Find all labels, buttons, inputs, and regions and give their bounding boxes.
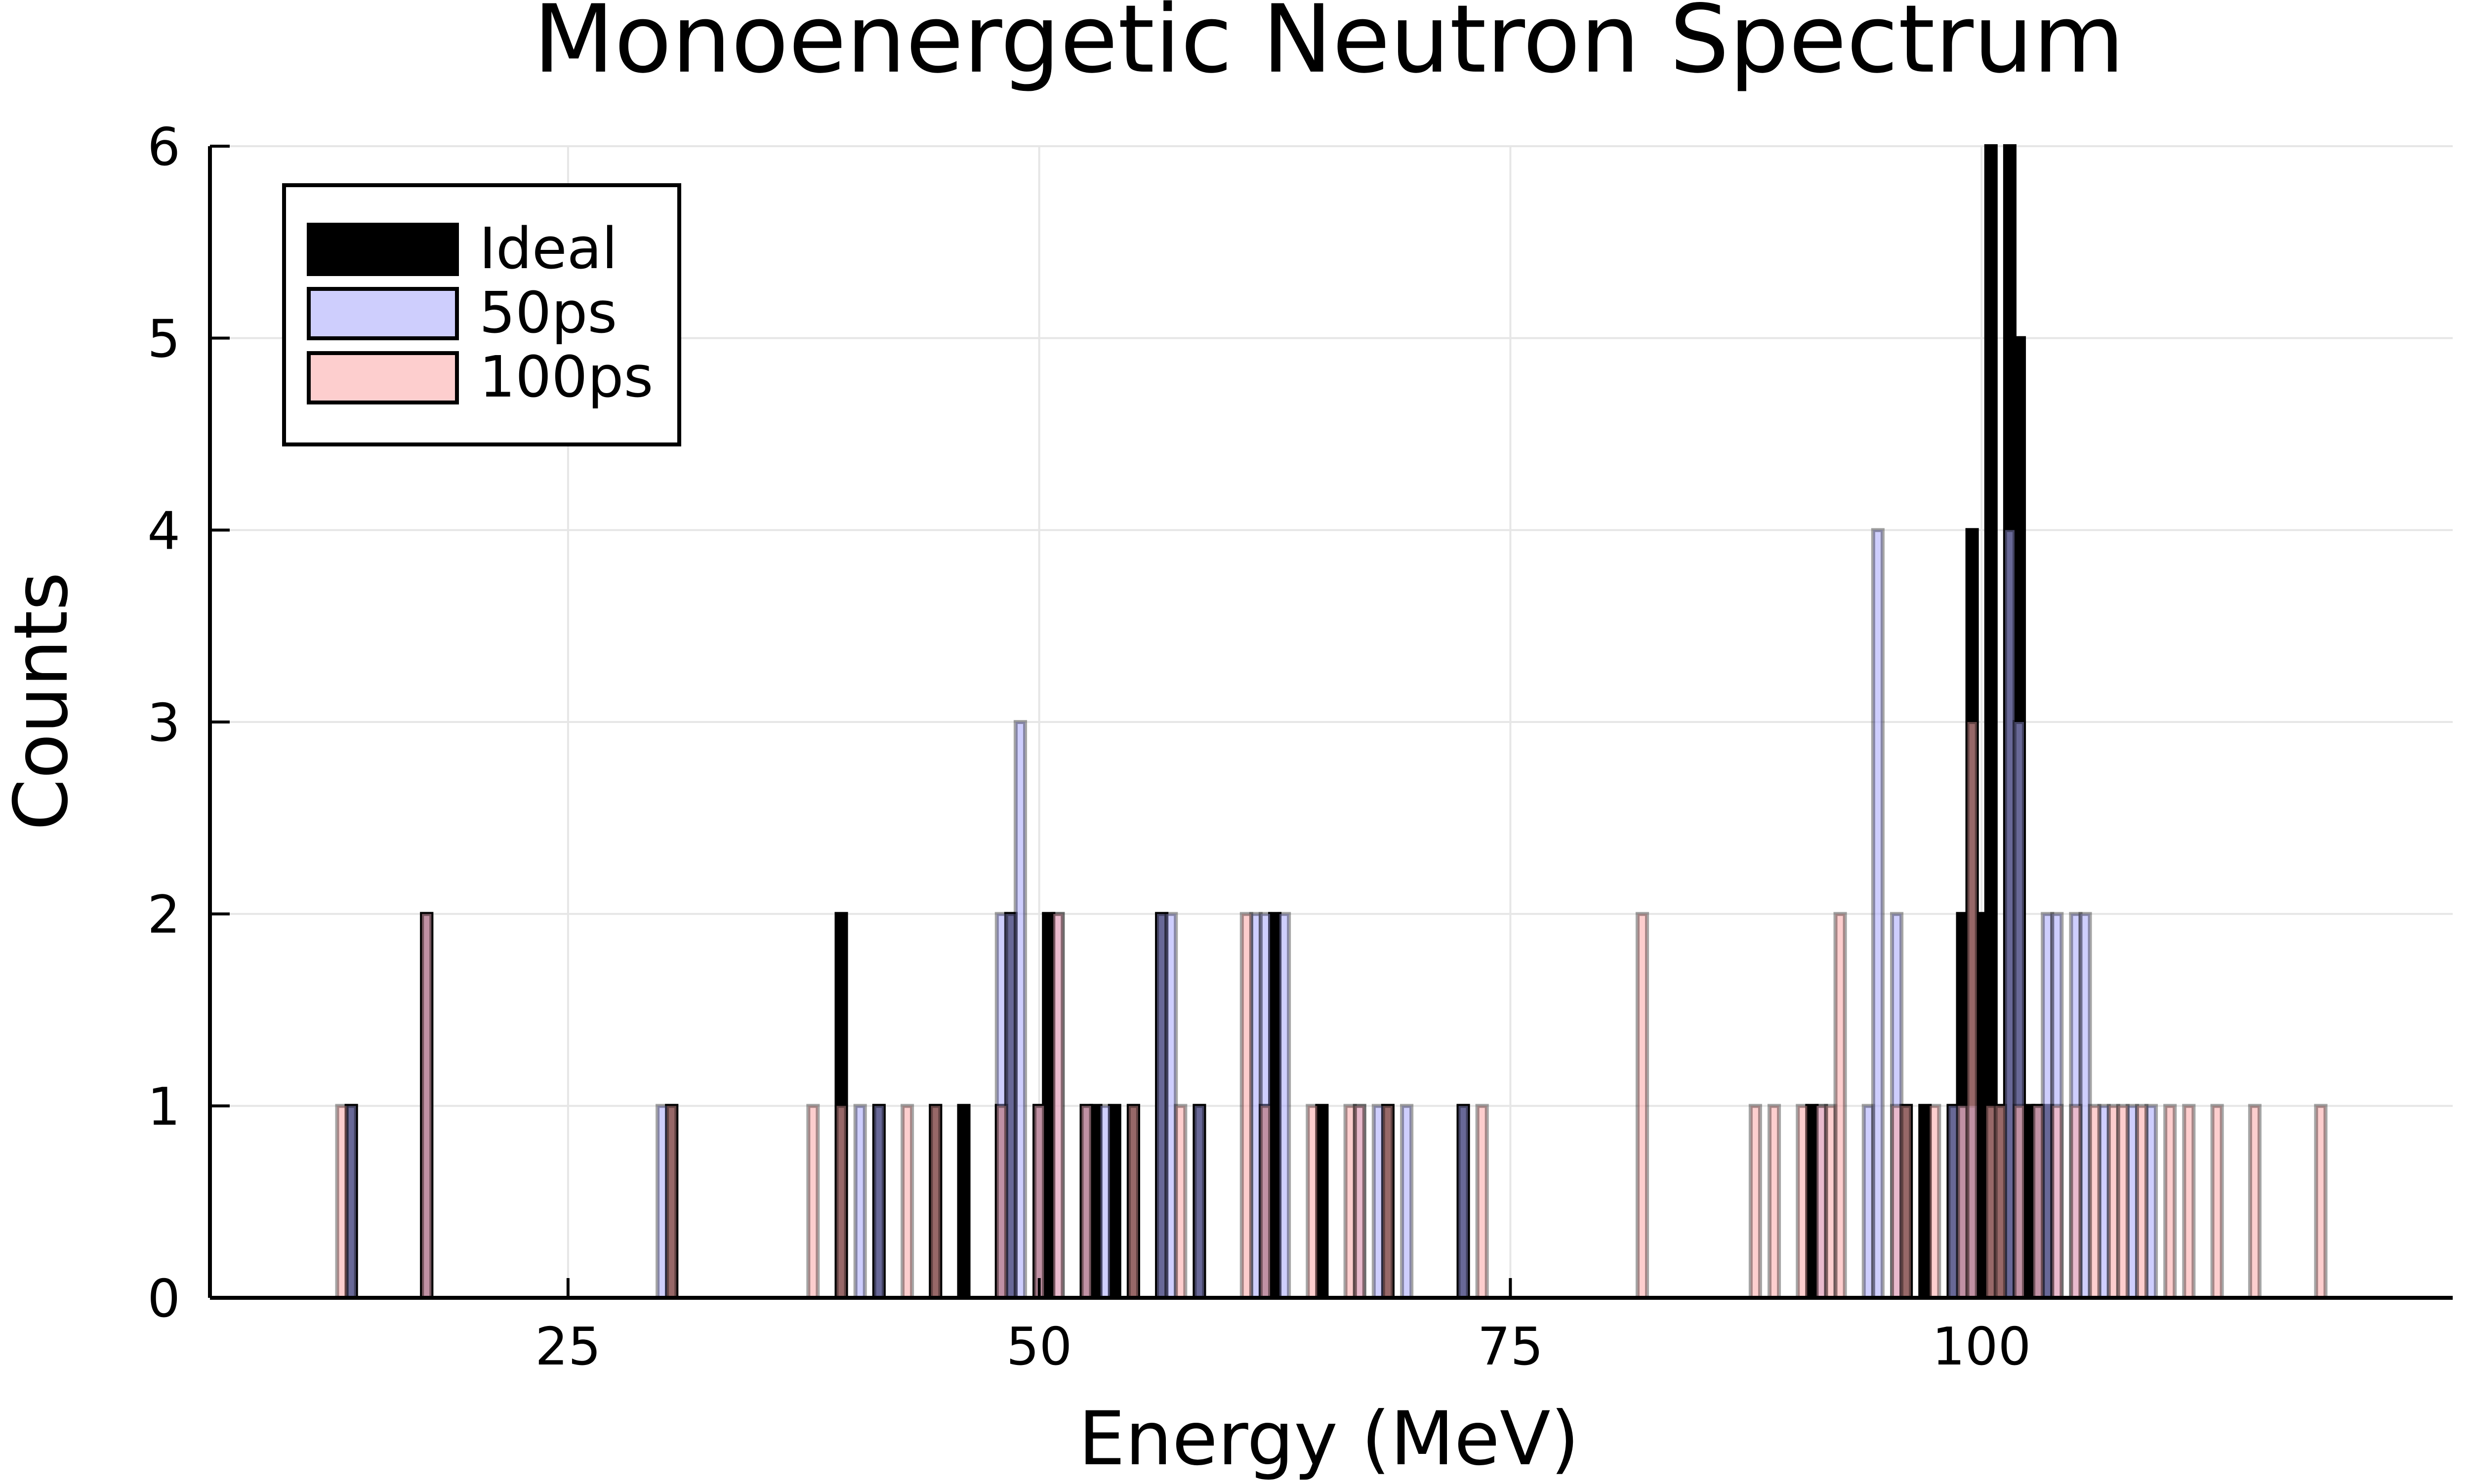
axes: 25 50 75 100 0 1 2 3 4 5 6: [147, 117, 2453, 1377]
bar-100ps: [1032, 1104, 1046, 1300]
bar-100ps: [1928, 1104, 1941, 1300]
bar-100ps: [2182, 1104, 2196, 1300]
bar-100ps: [2210, 1104, 2224, 1300]
bar-ideal: [957, 1104, 971, 1300]
bar-100ps: [2116, 1104, 2130, 1300]
x-tick-label: 100: [1932, 1317, 2031, 1377]
bar-100ps: [2069, 1104, 2083, 1300]
bar-100ps: [1768, 1104, 1781, 1300]
y-tick-label: 3: [147, 693, 180, 753]
y-tick-label: 2: [147, 885, 180, 945]
bar-100ps: [1258, 1104, 1273, 1300]
bar-100ps: [1306, 1104, 1319, 1300]
bar-100ps: [2050, 1104, 2064, 1300]
legend-label-100ps: 100ps: [479, 344, 653, 410]
bar-100ps: [929, 1104, 943, 1300]
legend-label-ideal: Ideal: [479, 216, 618, 282]
bar-100ps: [1833, 912, 1847, 1300]
bar-100ps: [2248, 1104, 2262, 1300]
bar-100ps: [1475, 1104, 1489, 1300]
bar-100ps: [335, 1104, 349, 1300]
y-tick-label: 1: [147, 1077, 180, 1137]
chart-title: Monoenergetic Neutron Spectrum: [533, 0, 2124, 94]
legend-swatch-50ps: [307, 287, 459, 340]
bar-100ps: [806, 1104, 820, 1300]
bar-100ps: [994, 1104, 1008, 1300]
bar-100ps: [1993, 1104, 2007, 1300]
bar-50ps: [1456, 1104, 1470, 1300]
bar-100ps: [901, 1104, 914, 1300]
y-tick-label: 0: [147, 1269, 180, 1329]
bar-100ps: [1174, 1104, 1188, 1300]
y-axis-label: Counts: [0, 572, 84, 831]
bar-100ps: [2314, 1104, 2328, 1300]
bar-100ps: [1239, 912, 1253, 1300]
bar-100ps: [2088, 1104, 2101, 1300]
bar-100ps: [1899, 1104, 1913, 1300]
bar-100ps: [834, 1104, 848, 1300]
y-tick-label: 4: [147, 501, 180, 561]
bar-50ps: [1277, 912, 1291, 1300]
bar-50ps: [1871, 528, 1885, 1300]
bar-100ps: [420, 912, 434, 1300]
legend-swatch-100ps: [307, 351, 459, 404]
x-axis-label: Energy (MeV): [1078, 1396, 1579, 1482]
legend-label-50ps: 50ps: [479, 280, 617, 346]
bar-100ps: [1635, 912, 1649, 1300]
bar-50ps: [1013, 720, 1028, 1300]
bar-100ps: [1051, 912, 1065, 1300]
legend-swatch-ideal: [307, 223, 459, 276]
bar-50ps: [853, 1104, 867, 1300]
y-tick-label: 5: [147, 309, 180, 369]
bar-100ps: [2135, 1104, 2149, 1300]
bar-100ps: [1353, 1104, 1366, 1300]
x-tick-label: 25: [535, 1317, 601, 1377]
bar-100ps: [1126, 1104, 1140, 1300]
bar-50ps: [1098, 1104, 1112, 1300]
bar-100ps: [665, 1104, 679, 1300]
bar-50ps: [1193, 1104, 1206, 1300]
x-tick-label: 75: [1478, 1317, 1544, 1377]
bar-100ps: [2012, 1104, 2026, 1300]
bar-100ps: [1079, 1104, 1093, 1300]
bar-50ps: [1400, 1104, 1414, 1300]
bar-100ps: [2163, 1104, 2177, 1300]
bar-100ps: [1381, 1104, 1395, 1300]
x-tick-label: 50: [1006, 1317, 1072, 1377]
bar-100ps: [1965, 720, 1979, 1300]
bar-50ps: [872, 1104, 886, 1300]
bar-100ps: [1748, 1104, 1762, 1300]
bar-100ps: [1796, 1104, 1810, 1300]
y-tick-label: 6: [147, 117, 180, 177]
bar-100ps: [2031, 1104, 2045, 1300]
